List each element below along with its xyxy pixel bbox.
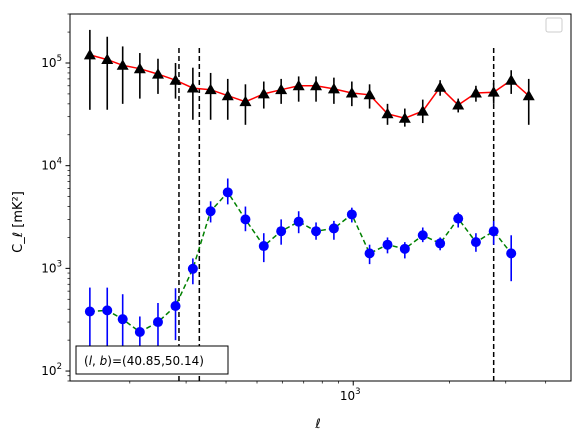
data-point	[310, 79, 323, 91]
series-layer	[83, 29, 535, 372]
data-point	[470, 237, 481, 248]
data-point	[469, 87, 482, 98]
data-point	[381, 107, 394, 119]
series-line	[89, 191, 512, 333]
data-point	[505, 74, 518, 85]
data-point	[346, 209, 357, 220]
data-point	[328, 223, 339, 234]
axes-layer: 102 103 104 105 103	[41, 13, 572, 403]
data-point	[452, 98, 465, 110]
data-point	[187, 263, 198, 274]
data-point	[240, 214, 251, 225]
y-tick-label: 102	[41, 362, 62, 378]
data-point	[117, 314, 128, 325]
data-point	[152, 317, 163, 328]
series-1	[84, 178, 517, 372]
annotation-text: (l, b)=(40.85,50.14)	[84, 354, 204, 368]
data-point	[116, 59, 129, 70]
data-point	[382, 239, 393, 250]
data-point	[205, 206, 216, 217]
data-point	[258, 241, 269, 252]
y-tick-label: 103	[41, 259, 62, 275]
annotation-box: (l, b)=(40.85,50.14)	[75, 345, 229, 375]
data-point	[453, 213, 464, 224]
data-point	[292, 79, 305, 91]
x-tick-label: 103	[340, 387, 361, 403]
data-point	[488, 226, 499, 237]
data-point	[83, 48, 96, 60]
plot-frame	[69, 13, 572, 382]
data-point	[506, 248, 517, 259]
data-point	[275, 83, 288, 95]
data-point	[151, 68, 164, 79]
data-point	[186, 82, 199, 93]
series-0	[83, 29, 535, 127]
data-point	[416, 105, 429, 116]
data-point	[435, 238, 446, 249]
data-point	[364, 248, 375, 259]
data-point	[170, 301, 181, 312]
data-point	[239, 95, 252, 107]
data-point	[363, 88, 376, 100]
data-point	[169, 74, 182, 85]
data-point	[222, 187, 233, 198]
data-point	[311, 226, 322, 237]
y-tick-label: 105	[41, 54, 62, 70]
x-axis-label: ℓ	[314, 417, 320, 432]
data-point	[434, 81, 447, 92]
data-point	[84, 306, 95, 317]
data-point	[487, 86, 500, 97]
data-point	[221, 89, 234, 101]
data-point	[276, 226, 287, 237]
data-point	[101, 53, 114, 65]
data-point	[133, 62, 146, 74]
data-point	[522, 89, 535, 101]
data-point	[417, 230, 428, 241]
data-point	[293, 216, 304, 227]
data-point	[134, 327, 145, 338]
y-tick-label: 104	[41, 157, 62, 173]
data-point	[257, 87, 270, 99]
y-axis-label: C_ℓ [mK²]	[11, 191, 26, 253]
data-point	[398, 112, 411, 123]
data-point	[102, 305, 113, 316]
data-point	[204, 83, 217, 95]
data-point	[345, 87, 358, 98]
data-point	[327, 82, 340, 94]
legend-box	[545, 17, 563, 33]
data-point	[399, 243, 410, 254]
